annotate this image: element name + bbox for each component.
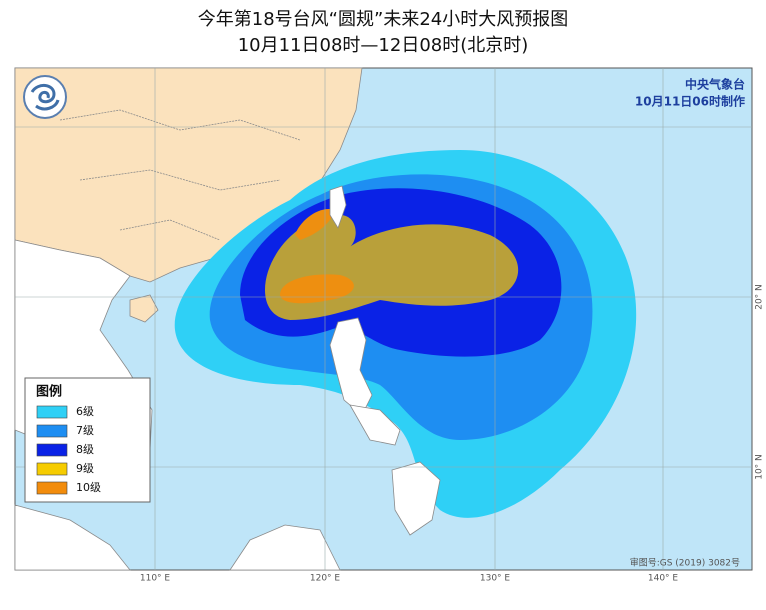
philippines-south — [349, 404, 441, 536]
legend-swatch — [36, 405, 68, 419]
hainan — [129, 294, 159, 323]
legend-label: 10级 — [76, 481, 101, 494]
legend-label: 9级 — [76, 462, 94, 475]
legend-box — [24, 377, 151, 503]
longitude-label: 110° E — [140, 574, 171, 584]
legend-label: 8级 — [76, 443, 94, 456]
longitude-label: 120° E — [310, 574, 341, 584]
logo-swirl — [30, 84, 60, 111]
subtitle: 10月11日08时—12日08时(北京时) — [238, 35, 529, 56]
longitude-label: 130° E — [480, 574, 511, 584]
wind-zone-10 — [280, 274, 354, 304]
longitude-label: 140° E — [648, 574, 679, 584]
approval-number: 审图号:GS (2019) 3082号 — [630, 557, 740, 569]
latitude-label: 20° N — [755, 284, 765, 310]
province-borders — [59, 109, 301, 241]
legend-swatch — [36, 462, 68, 476]
legend-swatch — [36, 443, 68, 457]
logo-ring — [23, 75, 67, 119]
title: 今年第18号台风“圆规”未来24小时大风预报图 — [198, 9, 568, 30]
agency: 中央气象台 — [685, 77, 745, 92]
legend: 图例 6级 7级 8级 9级 10级 — [24, 377, 151, 503]
taiwan — [329, 185, 347, 229]
axis-labels: 110° E 120° E 130° E 140° E 20° N 10° N — [140, 284, 765, 583]
map: 中央气象台 10月11日06时制作 审图号:GS (2019) 3082号 图例… — [14, 67, 753, 571]
luzon — [329, 317, 373, 416]
legend-swatch — [36, 424, 68, 438]
malay-land — [14, 504, 131, 571]
borneo — [229, 524, 341, 571]
issued-time: 10月11日06时制作 — [635, 94, 745, 109]
logo — [23, 75, 67, 119]
legend-label: 6级 — [76, 405, 94, 418]
legend-swatch — [36, 481, 68, 495]
latitude-label: 10° N — [755, 454, 765, 480]
legend-title: 图例 — [36, 384, 62, 400]
legend-label: 7级 — [76, 424, 94, 437]
